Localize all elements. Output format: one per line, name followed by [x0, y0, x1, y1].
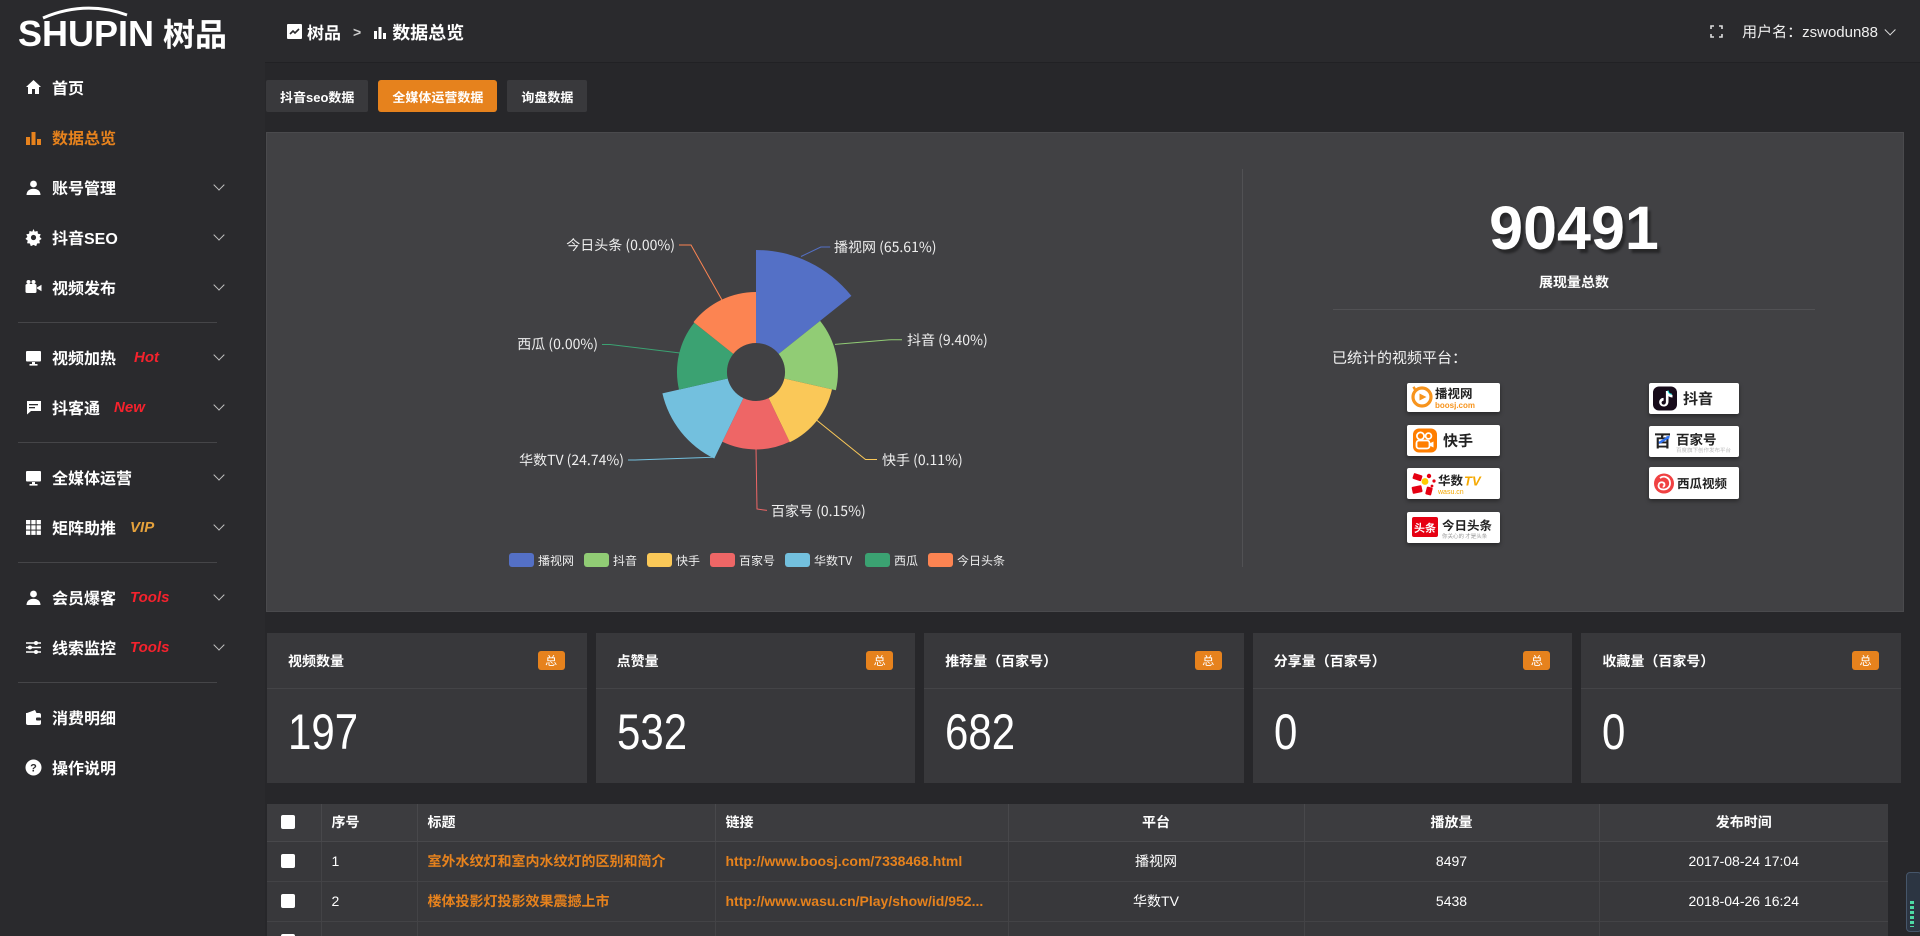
svg-text:头条: 头条 — [1414, 520, 1436, 536]
svg-text:快手: 快手 — [1443, 430, 1473, 451]
svg-text:百家号: 百家号 — [1676, 429, 1717, 449]
svg-text:TV: TV — [1464, 474, 1482, 489]
svg-text:SHUPIN: SHUPIN — [18, 13, 154, 52]
svg-text:今日头条: 今日头条 — [1442, 515, 1493, 534]
svg-text:百度旗下创作发布平台: 百度旗下创作发布平台 — [1676, 446, 1732, 454]
svg-text:boosj.com: boosj.com — [1435, 401, 1475, 410]
svg-text:你关心的 才是头条: 你关心的 才是头条 — [1442, 532, 1488, 540]
svg-text:百家号 (0.15%): 百家号 (0.15%) — [771, 501, 866, 521]
svg-text:树品: 树品 — [163, 10, 227, 52]
svg-text:百家号: 百家号 — [739, 552, 775, 569]
svg-text:华数TV: 华数TV — [814, 552, 852, 569]
svg-text:播视网: 播视网 — [1435, 384, 1473, 402]
svg-text:快手: 快手 — [676, 552, 700, 569]
svg-text:华数TV (24.74%): 华数TV (24.74%) — [519, 450, 624, 470]
svg-text:抖音: 抖音 — [613, 552, 637, 569]
svg-text:今日头条: 今日头条 — [957, 552, 1005, 569]
svg-text:wasu.cn: wasu.cn — [1437, 489, 1464, 496]
svg-text:华数: 华数 — [1438, 470, 1464, 489]
svg-text:?: ? — [30, 762, 37, 774]
svg-text:西瓜: 西瓜 — [894, 552, 918, 569]
svg-text:西瓜 (0.00%): 西瓜 (0.00%) — [517, 334, 598, 354]
svg-text:播视网: 播视网 — [538, 552, 574, 569]
svg-text:快手 (0.11%): 快手 (0.11%) — [882, 450, 963, 470]
svg-text:抖音 (9.40%): 抖音 (9.40%) — [907, 330, 988, 350]
svg-text:抖音: 抖音 — [1683, 388, 1713, 409]
svg-text:西瓜视频: 西瓜视频 — [1677, 473, 1728, 492]
svg-text:播视网 (65.61%): 播视网 (65.61%) — [834, 237, 936, 257]
svg-text:今日头条 (0.00%): 今日头条 (0.00%) — [566, 235, 675, 255]
